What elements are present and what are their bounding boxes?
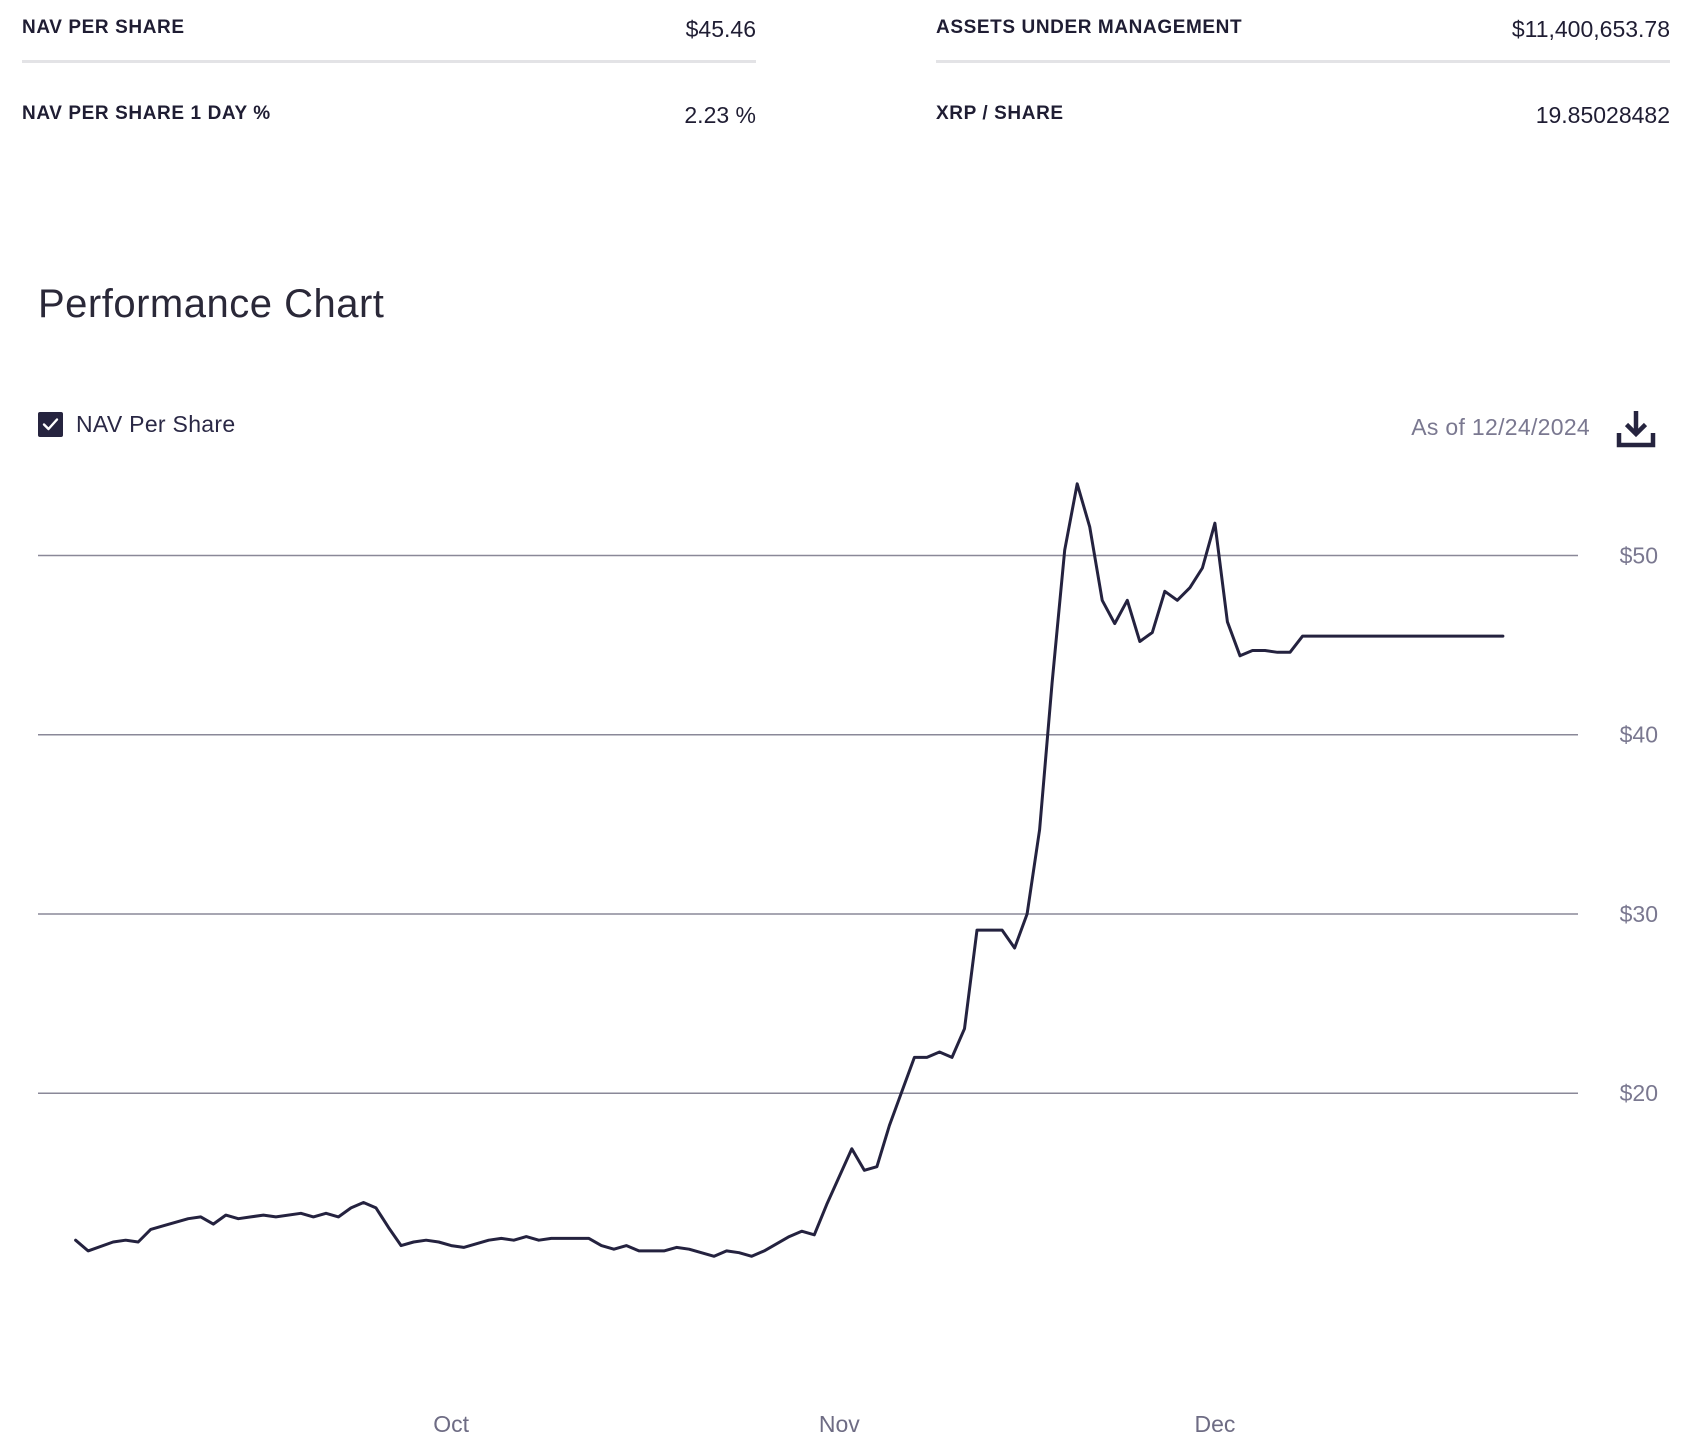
stat-label: XRP / SHARE xyxy=(936,103,1064,124)
as-of-date: As of 12/24/2024 xyxy=(1411,414,1590,440)
checkbox-checked-icon[interactable] xyxy=(38,411,63,437)
stat-value: $11,400,653.78 xyxy=(1511,16,1670,42)
grid-lines xyxy=(38,554,1578,1094)
stat-label: NAV PER SHARE 1 DAY % xyxy=(22,103,271,124)
stat-value: 2.23 % xyxy=(684,102,756,128)
stat-nav-1-day: NAV PER SHARE 1 DAY % 2.23 % xyxy=(22,86,756,146)
legend-label: NAV Per Share xyxy=(76,410,236,437)
x-axis-ticks: Oct Nov Dec xyxy=(433,1411,1235,1437)
y-axis-ticks: $20 $30 $40 $50 xyxy=(1620,542,1658,1106)
legend-toggle-nav-per-share[interactable]: NAV Per Share xyxy=(38,410,235,438)
series-line xyxy=(74,482,1505,1258)
stat-label: NAV PER SHARE xyxy=(22,17,185,38)
download-button[interactable] xyxy=(1616,408,1656,450)
stat-value: $45.46 xyxy=(685,16,756,42)
x-tick-label: Nov xyxy=(819,1411,860,1437)
x-tick-label: Oct xyxy=(433,1411,469,1437)
x-tick-label: Dec xyxy=(1194,1411,1235,1437)
stat-nav-per-share: NAV PER SHARE $45.46 xyxy=(22,0,756,63)
stat-xrp-per-share: XRP / SHARE 19.85028482 xyxy=(936,86,1670,146)
y-tick-label: $30 xyxy=(1620,901,1658,927)
chart-title: Performance Chart xyxy=(38,282,385,326)
download-icon xyxy=(1616,411,1656,448)
y-tick-label: $50 xyxy=(1620,542,1658,568)
y-tick-label: $40 xyxy=(1620,722,1658,748)
stat-assets-under-management: ASSETS UNDER MANAGEMENT $11,400,653.78 xyxy=(936,0,1670,63)
y-tick-label: $20 xyxy=(1620,1080,1658,1106)
stat-value: 19.85028482 xyxy=(1535,102,1670,128)
series-nav-per-share xyxy=(74,482,1505,1258)
stat-label: ASSETS UNDER MANAGEMENT xyxy=(936,17,1243,38)
